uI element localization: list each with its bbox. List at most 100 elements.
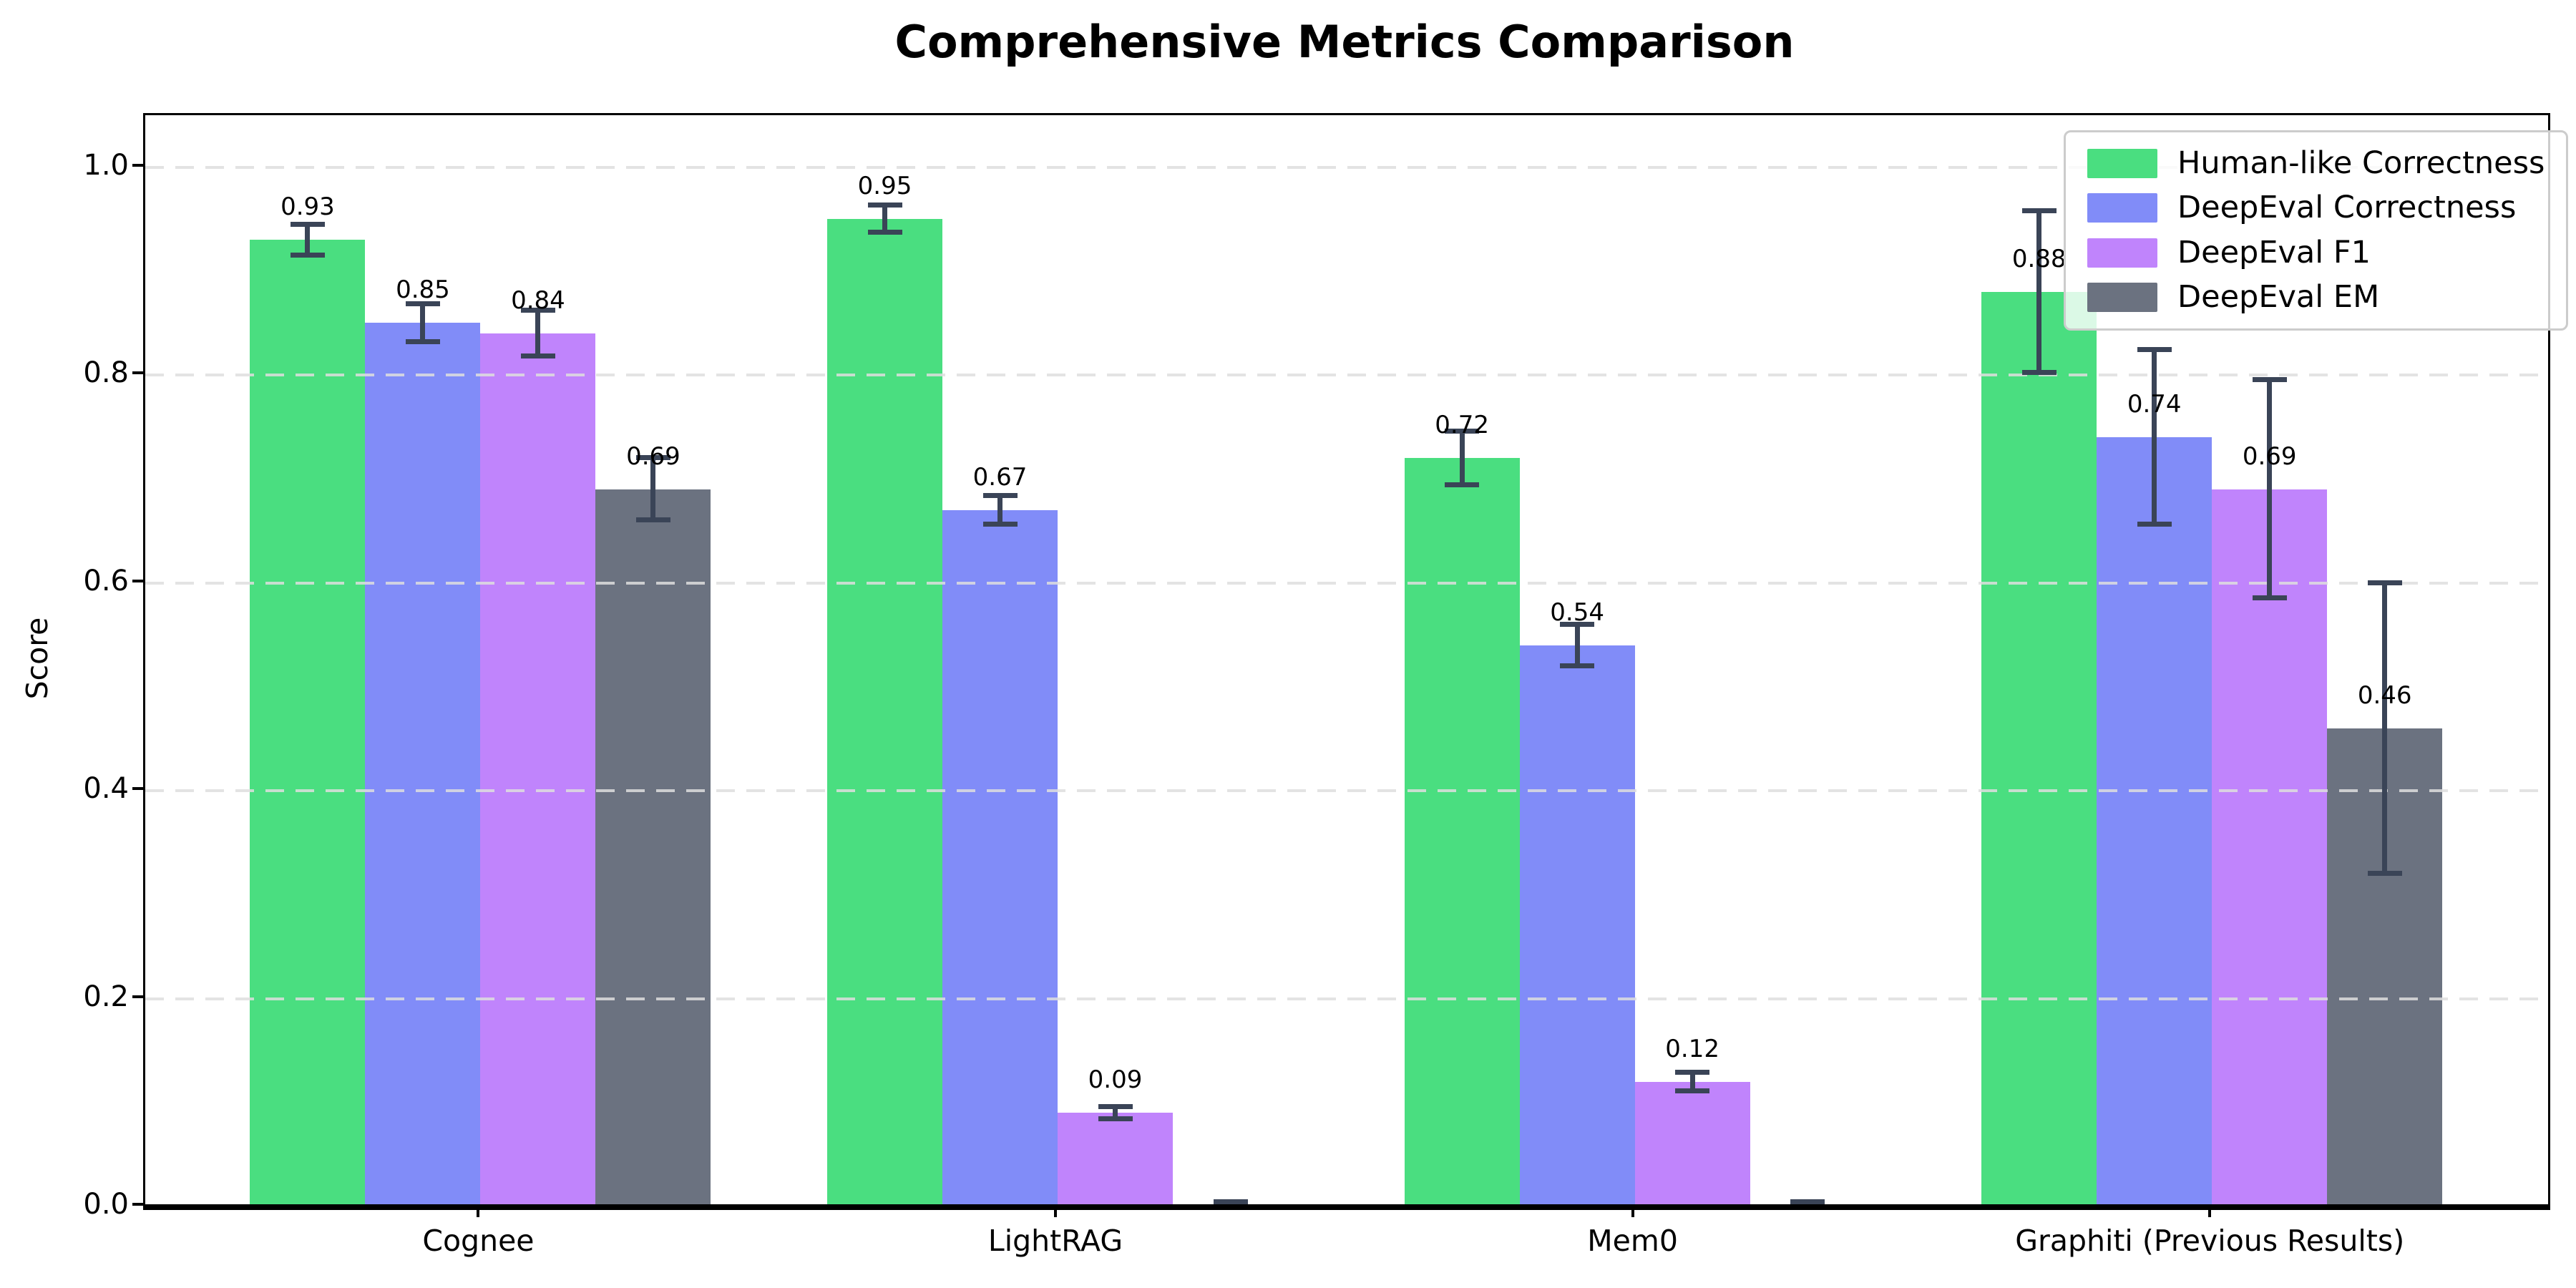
y-tick-label: 0.8 [83,356,129,390]
bar-value-label: 0.84 [511,286,565,315]
legend-swatch [2087,193,2157,223]
bar [1519,645,1635,1206]
error-bar-cap [1560,621,1595,627]
bar-value-label: 0.54 [1550,597,1604,627]
error-bar-cap [1560,663,1595,668]
error-bar-cap [2367,871,2402,877]
x-axis-line [143,1204,2550,1210]
bar [1981,291,2097,1206]
error-bar [2382,582,2388,874]
error-bar [305,224,311,256]
y-tick-mark [132,371,143,375]
x-tick-mark [477,1206,480,1217]
bar-value-label: 0.69 [2242,441,2297,471]
legend: Human-like Correctness DeepEval Correctne… [2064,130,2569,331]
bar [1404,458,1520,1206]
bar [942,509,1058,1206]
bar-value-label: 0.46 [2357,680,2412,710]
error-bar [2152,350,2157,525]
bar [250,240,366,1206]
error-bar-cap [867,203,902,208]
y-tick-mark [132,1203,143,1206]
legend-item: DeepEval Correctness [2087,190,2545,226]
legend-label: Human-like Correctness [2177,145,2545,181]
error-bar-cap [1445,482,1480,488]
error-bar-cap [1675,1069,1710,1075]
bar [480,333,596,1206]
error-bar-cap [982,522,1018,527]
bar-value-label: 0.85 [396,275,450,305]
error-bar [650,458,656,521]
error-bar [997,495,1003,525]
error-bar-cap [520,353,555,358]
error-bar-cap [1098,1103,1133,1109]
y-tick-mark [132,787,143,791]
error-bar-cap [2021,370,2057,376]
bar-value-label: 0.67 [972,462,1028,492]
bar [2212,489,2328,1206]
bar-value-label: 0.93 [280,192,335,222]
y-tick-mark [132,163,143,167]
y-axis-label: Score [20,617,54,700]
legend-label: DeepEval Correctness [2177,190,2517,226]
y-tick-mark [132,579,143,582]
y-tick-label: 0.2 [83,980,129,1013]
x-tick-mark [2208,1206,2212,1217]
error-bar-cap [405,301,440,307]
legend-item: Human-like Correctness [2087,145,2545,181]
bar [1058,1113,1174,1206]
chart-title: Comprehensive Metrics Comparison [894,16,1795,68]
x-tick-mark [1054,1206,1058,1217]
error-bar [882,205,888,233]
y-tick-label: 0.4 [83,772,129,806]
error-bar-cap [1790,1201,1825,1206]
bar-value-label: 0.69 [626,441,680,471]
legend-item: DeepEval F1 [2087,234,2545,270]
error-bar-cap [1445,428,1480,434]
bar-value-label: 0.72 [1435,411,1489,440]
bar [827,219,943,1206]
x-tick-mark [1631,1206,1634,1217]
bar-value-label: 0.12 [1665,1034,1719,1063]
y-tick-mark [132,995,143,998]
legend-label: DeepEval EM [2177,278,2380,315]
legend-swatch [2087,238,2157,268]
bar-value-label: 0.95 [857,172,912,201]
error-bar [1113,1106,1118,1119]
bar-value-label: 0.74 [2127,390,2182,419]
legend-swatch [2087,283,2157,313]
error-bar-cap [290,253,325,258]
error-bar [420,304,426,342]
error-bar [1689,1072,1695,1091]
x-category-label: Graphiti (Previous Results) [2015,1224,2405,1258]
error-bar [2267,380,2273,599]
error-bar [535,311,541,356]
error-bar-cap [2021,208,2057,213]
bar-value-label: 0.88 [2011,244,2067,273]
x-category-label: Cognee [422,1224,535,1258]
y-tick-label: 1.0 [83,148,129,182]
error-bar-cap [635,517,670,523]
error-bar-cap [1675,1088,1710,1093]
error-bar-cap [2252,377,2287,383]
error-bar-cap [1213,1201,1248,1206]
bar [1634,1081,1750,1206]
error-bar-cap [520,308,555,313]
y-tick-label: 0.6 [83,564,129,597]
error-bar-cap [982,492,1018,498]
error-bar-cap [2252,595,2287,601]
x-category-label: LightRAG [987,1224,1123,1258]
error-bar [2036,210,2042,374]
error-bar-cap [635,455,670,461]
bar-value-label: 0.09 [1088,1065,1143,1095]
error-bar-cap [290,221,325,227]
legend-label: DeepEval F1 [2177,234,2371,270]
bar [595,489,711,1206]
error-bar-cap [2137,522,2172,527]
error-bar-cap [2137,347,2172,353]
y-tick-label: 0.0 [83,1188,129,1221]
bar [2097,437,2212,1206]
error-bar [1574,624,1580,666]
error-bar-cap [1098,1116,1133,1121]
